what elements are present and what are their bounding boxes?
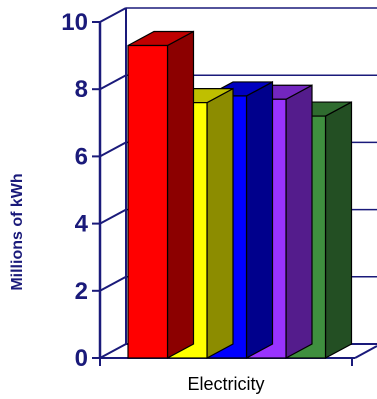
- side-grid-line: [100, 344, 126, 358]
- y-tick-label: 4: [75, 211, 89, 238]
- bar: [128, 32, 194, 358]
- side-grid-line: [100, 210, 126, 224]
- floor-right-edge: [355, 346, 377, 358]
- side-grid-line: [100, 75, 126, 89]
- x-category-label: Electricity: [187, 374, 264, 394]
- bar-side-face: [247, 82, 273, 358]
- bar-side-face: [168, 32, 194, 358]
- y-tick-label: 0: [75, 345, 88, 372]
- y-tick-label: 10: [61, 9, 88, 36]
- bar-side-face: [207, 89, 233, 358]
- side-grid-line: [100, 8, 126, 22]
- y-tick-label: 8: [75, 76, 88, 103]
- chart-bars: [128, 32, 352, 358]
- side-grid-line: [100, 142, 126, 156]
- bar-front-face: [128, 46, 168, 358]
- y-axis-label: Millions of kWh: [9, 173, 26, 290]
- bar-side-face: [286, 85, 312, 358]
- y-tick-label: 2: [75, 278, 88, 305]
- bar-side-face: [326, 102, 352, 358]
- side-grid-line: [100, 277, 126, 291]
- y-tick-label: 6: [75, 143, 88, 170]
- y-tick-labels: 0 2 4 6 8 10: [61, 9, 88, 372]
